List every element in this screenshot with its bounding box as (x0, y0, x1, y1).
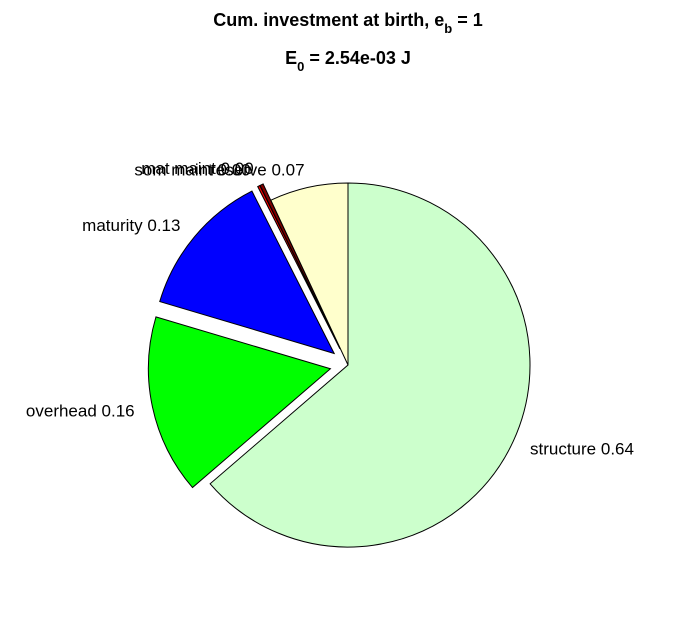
pie-slice (270, 182, 349, 366)
slice-name: overhead (26, 402, 97, 421)
slice-name: mat maint (141, 159, 216, 178)
slice-value: 0.00 (218, 161, 251, 180)
slice-label: reserve 0.07 (210, 161, 305, 180)
title-text: Cum. investment at birth, e (213, 10, 444, 30)
slice-name: som maint (134, 161, 213, 180)
pie-slice (147, 316, 332, 489)
subtitle-text: = 2.54e-03 J (304, 48, 411, 68)
slice-label: structure 0.64 (530, 439, 634, 458)
slice-name: reserve (210, 161, 267, 180)
slice-name: maturity (82, 216, 143, 235)
chart-subtitle: E0 = 2.54e-03 J (285, 48, 411, 74)
title-subscript: b (444, 21, 452, 36)
pie-slice (259, 183, 341, 349)
pie-slice (209, 182, 531, 548)
slice-label: overhead 0.16 (26, 402, 135, 421)
slice-label: maturity 0.13 (82, 216, 180, 235)
chart-title: Cum. investment at birth, eb = 1 (213, 10, 483, 36)
slice-label: mat maint 0.00 (141, 159, 253, 178)
slice-value: 0.13 (147, 216, 180, 235)
slice-value: 0.16 (102, 402, 135, 421)
title-text: = 1 (452, 10, 483, 30)
slice-label: som maint 0.00 (134, 161, 250, 180)
slice-name: structure (530, 439, 596, 458)
pie-slice (159, 190, 336, 355)
subtitle-subscript: 0 (297, 59, 304, 74)
slice-value: 0.07 (271, 161, 304, 180)
slice-value: 0.64 (601, 439, 634, 458)
slice-value: 0.00 (221, 159, 254, 178)
subtitle-text: E (285, 48, 297, 68)
